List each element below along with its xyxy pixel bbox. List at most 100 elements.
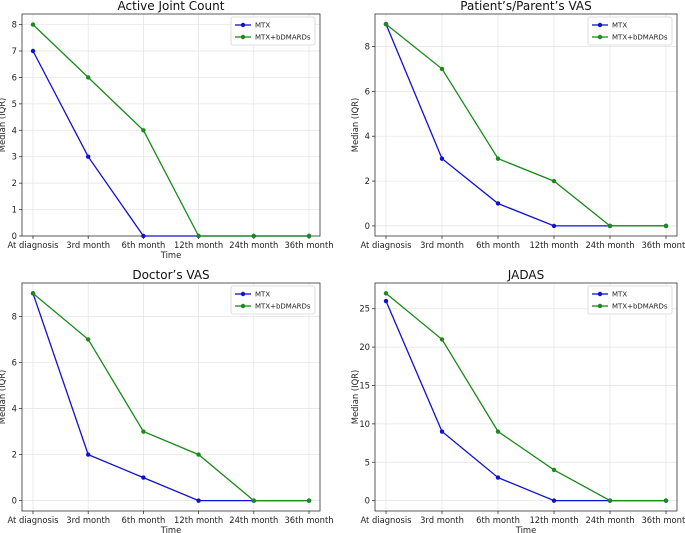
y-tick-label: 6 — [12, 72, 17, 82]
chart-panel-4: JADAS 0 5 10 15 20 25 At diagnosis 3rd month 6th … — [350, 268, 685, 533]
chart-panel-3: Doctor’s VAS 0 2 4 6 8 At diagnosis 3rd month 6t… — [0, 268, 334, 533]
chart-title: Doctor’s VAS — [132, 268, 209, 282]
data-point-mtx-bdmards — [551, 178, 557, 184]
data-point-mtx-bdmards — [30, 291, 36, 296]
y-tick-label: 6 — [12, 357, 17, 367]
data-point-mtx-bdmards — [141, 128, 146, 133]
legend-label: MTX+bDMARDs — [612, 34, 668, 42]
data-point-mtx-bdmards — [196, 452, 201, 457]
x-tick-label: 24th month — [229, 515, 278, 525]
legend-marker — [597, 22, 603, 28]
series-line-mtx — [385, 23, 666, 227]
series-line-mtx — [32, 293, 309, 502]
y-tick-label: 4 — [12, 404, 17, 414]
legend-marker — [597, 34, 603, 40]
legend-box — [230, 16, 316, 46]
data-point-mtx-bdmards — [251, 498, 256, 503]
data-point-mtx-bdmards — [439, 337, 445, 342]
data-point-mtx-bdmards — [495, 429, 501, 434]
series-line-mtx-bdmards — [32, 292, 309, 502]
data-point-mtx-bdmards — [306, 498, 312, 503]
y-tick-label: 7 — [12, 46, 17, 56]
data-point-mtx — [141, 233, 146, 239]
legend-box — [587, 16, 673, 46]
legend-marker — [597, 303, 603, 309]
x-axis-label: Time — [515, 525, 537, 533]
x-tick-label: 36th month — [641, 240, 685, 250]
y-axis-label: Median (IQR) — [350, 98, 360, 153]
data-point-mtx-bdmards — [495, 156, 501, 161]
y-tick-label: 5 — [365, 457, 370, 467]
series-line-mtx-bdmards — [32, 24, 309, 237]
y-tick-label: 25 — [359, 304, 370, 314]
series-line-mtx-bdmards — [385, 23, 666, 227]
data-point-mtx-bdmards — [86, 75, 91, 80]
legend-marker — [240, 34, 246, 40]
y-tick-label: 2 — [365, 176, 370, 186]
legend-label: MTX+bDMARDs — [255, 34, 311, 42]
y-tick-label: 0 — [12, 496, 17, 506]
y-tick-label: 2 — [12, 450, 17, 460]
x-tick-label: 12th month — [529, 240, 578, 250]
data-point-mtx-bdmards — [383, 21, 389, 27]
x-tick-label: 36th month — [284, 240, 333, 250]
x-tick-label: 6th month — [476, 240, 520, 250]
data-point-mtx — [196, 498, 201, 503]
plot-frame — [374, 282, 678, 512]
y-tick-label: 6 — [365, 86, 370, 96]
x-tick-label: 3rd month — [420, 240, 464, 250]
x-tick-label: 36th month — [641, 515, 685, 525]
data-point-mtx-bdmards — [86, 337, 91, 342]
y-axis-label: Median (IQR) — [0, 98, 7, 153]
data-point-mtx-bdmards — [607, 223, 613, 229]
y-axis-label: Median (IQR) — [0, 370, 7, 425]
legend-marker — [240, 291, 246, 297]
y-tick-label: 8 — [12, 20, 17, 30]
x-tick-label: 12th month — [174, 240, 223, 250]
chart-panel-1: Active Joint Count 0 1 2 3 4 5 6 7 8 At diagnosis 3… — [0, 0, 334, 260]
plot-frame — [21, 282, 321, 512]
data-point-mtx — [495, 201, 501, 206]
data-point-mtx — [141, 475, 146, 480]
x-tick-label: 6th month — [122, 240, 166, 250]
x-tick-label: At diagnosis — [360, 240, 411, 250]
data-point-mtx-bdmards — [306, 233, 312, 239]
data-point-mtx-bdmards — [251, 233, 256, 239]
series-line-mtx-bdmards — [385, 292, 666, 502]
y-tick-label: 4 — [365, 131, 370, 141]
y-tick-label: 1 — [12, 205, 17, 215]
x-axis-label: Time — [160, 250, 182, 260]
legend-marker — [597, 291, 603, 297]
chart-title: JADAS — [507, 268, 544, 282]
legend-marker — [240, 22, 246, 28]
chart-panel-2: Patient’s/Parent’s VAS 0 2 4 6 8 At diagnosis 3… — [350, 0, 685, 250]
y-tick-label: 10 — [359, 419, 370, 429]
x-tick-label: 24th month — [585, 240, 634, 250]
x-tick-label: 6th month — [476, 515, 520, 525]
plot-frame — [374, 13, 678, 237]
x-tick-label: At diagnosis — [360, 515, 411, 525]
chart-title: Patient’s/Parent’s VAS — [460, 0, 591, 13]
data-point-mtx-bdmards — [141, 429, 146, 434]
x-tick-label: At diagnosis — [7, 240, 58, 250]
data-point-mtx-bdmards — [663, 498, 669, 503]
legend-label: MTX — [255, 291, 270, 299]
x-tick-label: 3rd month — [66, 240, 110, 250]
chart-title: Active Joint Count — [118, 0, 225, 13]
data-point-mtx — [439, 156, 445, 161]
data-point-mtx-bdmards — [383, 291, 389, 296]
legend: MTX MTX+bDMARDs — [230, 16, 316, 46]
data-point-mtx-bdmards — [663, 223, 669, 229]
y-axis-label: Median (IQR) — [350, 370, 360, 425]
x-tick-label: At diagnosis — [7, 515, 58, 525]
data-point-mtx-bdmards — [551, 467, 557, 473]
data-point-mtx — [551, 498, 557, 503]
y-tick-label: 20 — [359, 342, 370, 352]
y-tick-label: 15 — [359, 380, 370, 390]
legend-label: MTX+bDMARDs — [612, 303, 668, 311]
x-tick-label: 36th month — [284, 515, 333, 525]
legend-box — [230, 285, 316, 315]
legend-label: MTX — [255, 22, 270, 30]
y-tick-label: 0 — [365, 496, 370, 506]
data-point-mtx-bdmards — [439, 66, 445, 72]
